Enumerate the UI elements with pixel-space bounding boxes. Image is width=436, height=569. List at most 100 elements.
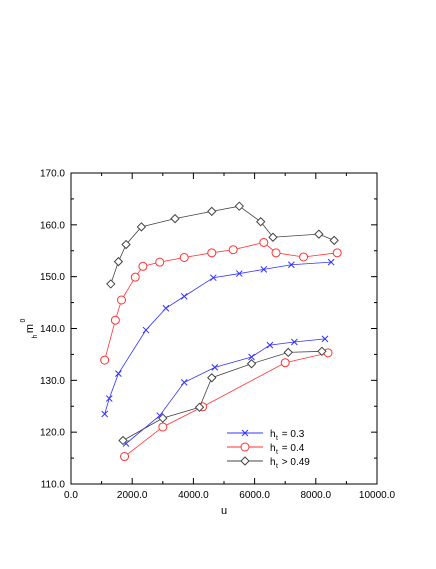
legend-label-value: = 0.4 — [279, 443, 305, 454]
x-marker — [248, 353, 255, 361]
circle-marker — [116, 295, 126, 305]
x-tick-label: 0.0 — [64, 490, 78, 501]
circle-marker — [179, 252, 189, 262]
x-tick-label: 10000.0 — [359, 490, 396, 501]
plot-area — [70, 172, 378, 485]
circle-marker — [240, 442, 250, 452]
x-tick-label: 6000.0 — [239, 490, 270, 501]
legend: h t = 0.3 h t = 0.4 h t > 0.49 — [227, 429, 310, 470]
series-line — [110, 205, 335, 285]
circle-marker — [271, 248, 281, 258]
y-tick-label: 130.0 — [40, 376, 65, 387]
y-tick-label: 160.0 — [40, 220, 65, 231]
y-tick-label: 170.0 — [40, 169, 65, 180]
x-tick-label: 4000.0 — [178, 490, 209, 501]
legend-label: h — [270, 443, 276, 454]
legend-label: h — [270, 429, 276, 440]
y-tick-label: 110.0 — [41, 480, 66, 491]
series-2 — [106, 201, 339, 446]
x-marker — [266, 341, 274, 349]
x-marker — [209, 274, 217, 282]
diamond-marker — [314, 229, 324, 239]
diamond-marker — [194, 402, 205, 412]
legend-label: h — [270, 457, 276, 468]
x-marker — [211, 364, 219, 371]
x-marker — [260, 266, 268, 273]
legend-item: h t = 0.4 — [227, 442, 305, 456]
circle-marker — [120, 452, 130, 462]
series-line — [125, 338, 326, 444]
plot-frame — [70, 172, 378, 485]
x-axis: 0.0 2000.0 4000.0 6000.0 8000.0 10000.0 — [64, 173, 396, 501]
series-1 — [100, 237, 342, 462]
x-marker — [115, 370, 122, 377]
x-tick-label: 2000.0 — [117, 490, 148, 501]
circle-marker — [155, 257, 165, 267]
x-marker — [162, 304, 170, 312]
circle-marker — [110, 315, 120, 325]
diamond-marker — [170, 213, 180, 224]
diamond-marker — [118, 435, 128, 446]
diamond-marker — [283, 347, 293, 358]
diamond-marker — [268, 232, 278, 242]
y-tick-label: 150.0 — [40, 272, 65, 283]
x-marker — [321, 335, 329, 343]
y-axis-label: m h 0 — [20, 318, 39, 338]
x-marker — [180, 293, 188, 300]
circle-marker — [158, 422, 168, 432]
legend-marker — [240, 442, 250, 452]
x-marker — [241, 429, 249, 437]
legend-item: h t = 0.3 — [227, 429, 305, 442]
y-axis-label-main: m — [24, 324, 36, 333]
diamond-marker — [329, 235, 339, 246]
legend-marker — [240, 456, 250, 466]
series-layer — [100, 201, 342, 462]
diamond-marker — [256, 217, 266, 227]
x-marker — [180, 379, 188, 386]
diamond-marker — [246, 359, 257, 369]
legend-label-value: = 0.3 — [279, 429, 305, 440]
legend-marker — [241, 429, 249, 437]
circle-marker — [138, 261, 148, 271]
circle-marker — [207, 248, 217, 258]
legend-label-subscript: t — [276, 463, 278, 470]
y-axis-label-subscript: h — [32, 334, 39, 338]
x-axis-label: u — [221, 505, 227, 517]
x-marker — [101, 410, 109, 418]
circle-marker — [259, 237, 269, 247]
circle-marker — [130, 272, 140, 282]
diamond-marker — [136, 222, 147, 232]
x-marker — [327, 258, 335, 266]
legend-label-value: > 0.49 — [279, 457, 310, 468]
x-tick-label: 8000.0 — [301, 490, 332, 501]
x-marker — [287, 261, 295, 269]
legend-label-subscript: t — [276, 435, 278, 442]
legend-label-subscript: t — [276, 449, 278, 456]
diamond-marker — [121, 239, 131, 250]
x-marker — [235, 270, 243, 277]
diamond-marker — [113, 256, 124, 267]
y-tick-label: 140.0 — [40, 324, 65, 335]
circle-marker — [228, 245, 238, 255]
circle-marker — [332, 248, 342, 258]
diamond-marker — [240, 456, 250, 466]
diamond-marker — [106, 279, 116, 289]
y-axis: 110.0 120.0 130.0 140.0 150.0 160.0 170.0 — [40, 169, 377, 491]
x-marker — [142, 326, 150, 334]
diamond-marker — [234, 201, 245, 211]
diamond-marker — [207, 206, 217, 217]
series-0 — [101, 258, 335, 447]
diamond-marker — [158, 413, 168, 423]
diamond-marker — [317, 346, 327, 357]
series-line — [104, 261, 332, 415]
circle-marker — [299, 252, 309, 262]
circle-marker — [100, 355, 110, 365]
x-marker — [105, 395, 113, 402]
x-marker — [291, 338, 298, 346]
y-axis-label-superscript: 0 — [20, 318, 27, 322]
series-line — [124, 352, 329, 457]
legend-item: h t > 0.49 — [227, 456, 310, 470]
y-tick-label: 120.0 — [40, 428, 65, 439]
